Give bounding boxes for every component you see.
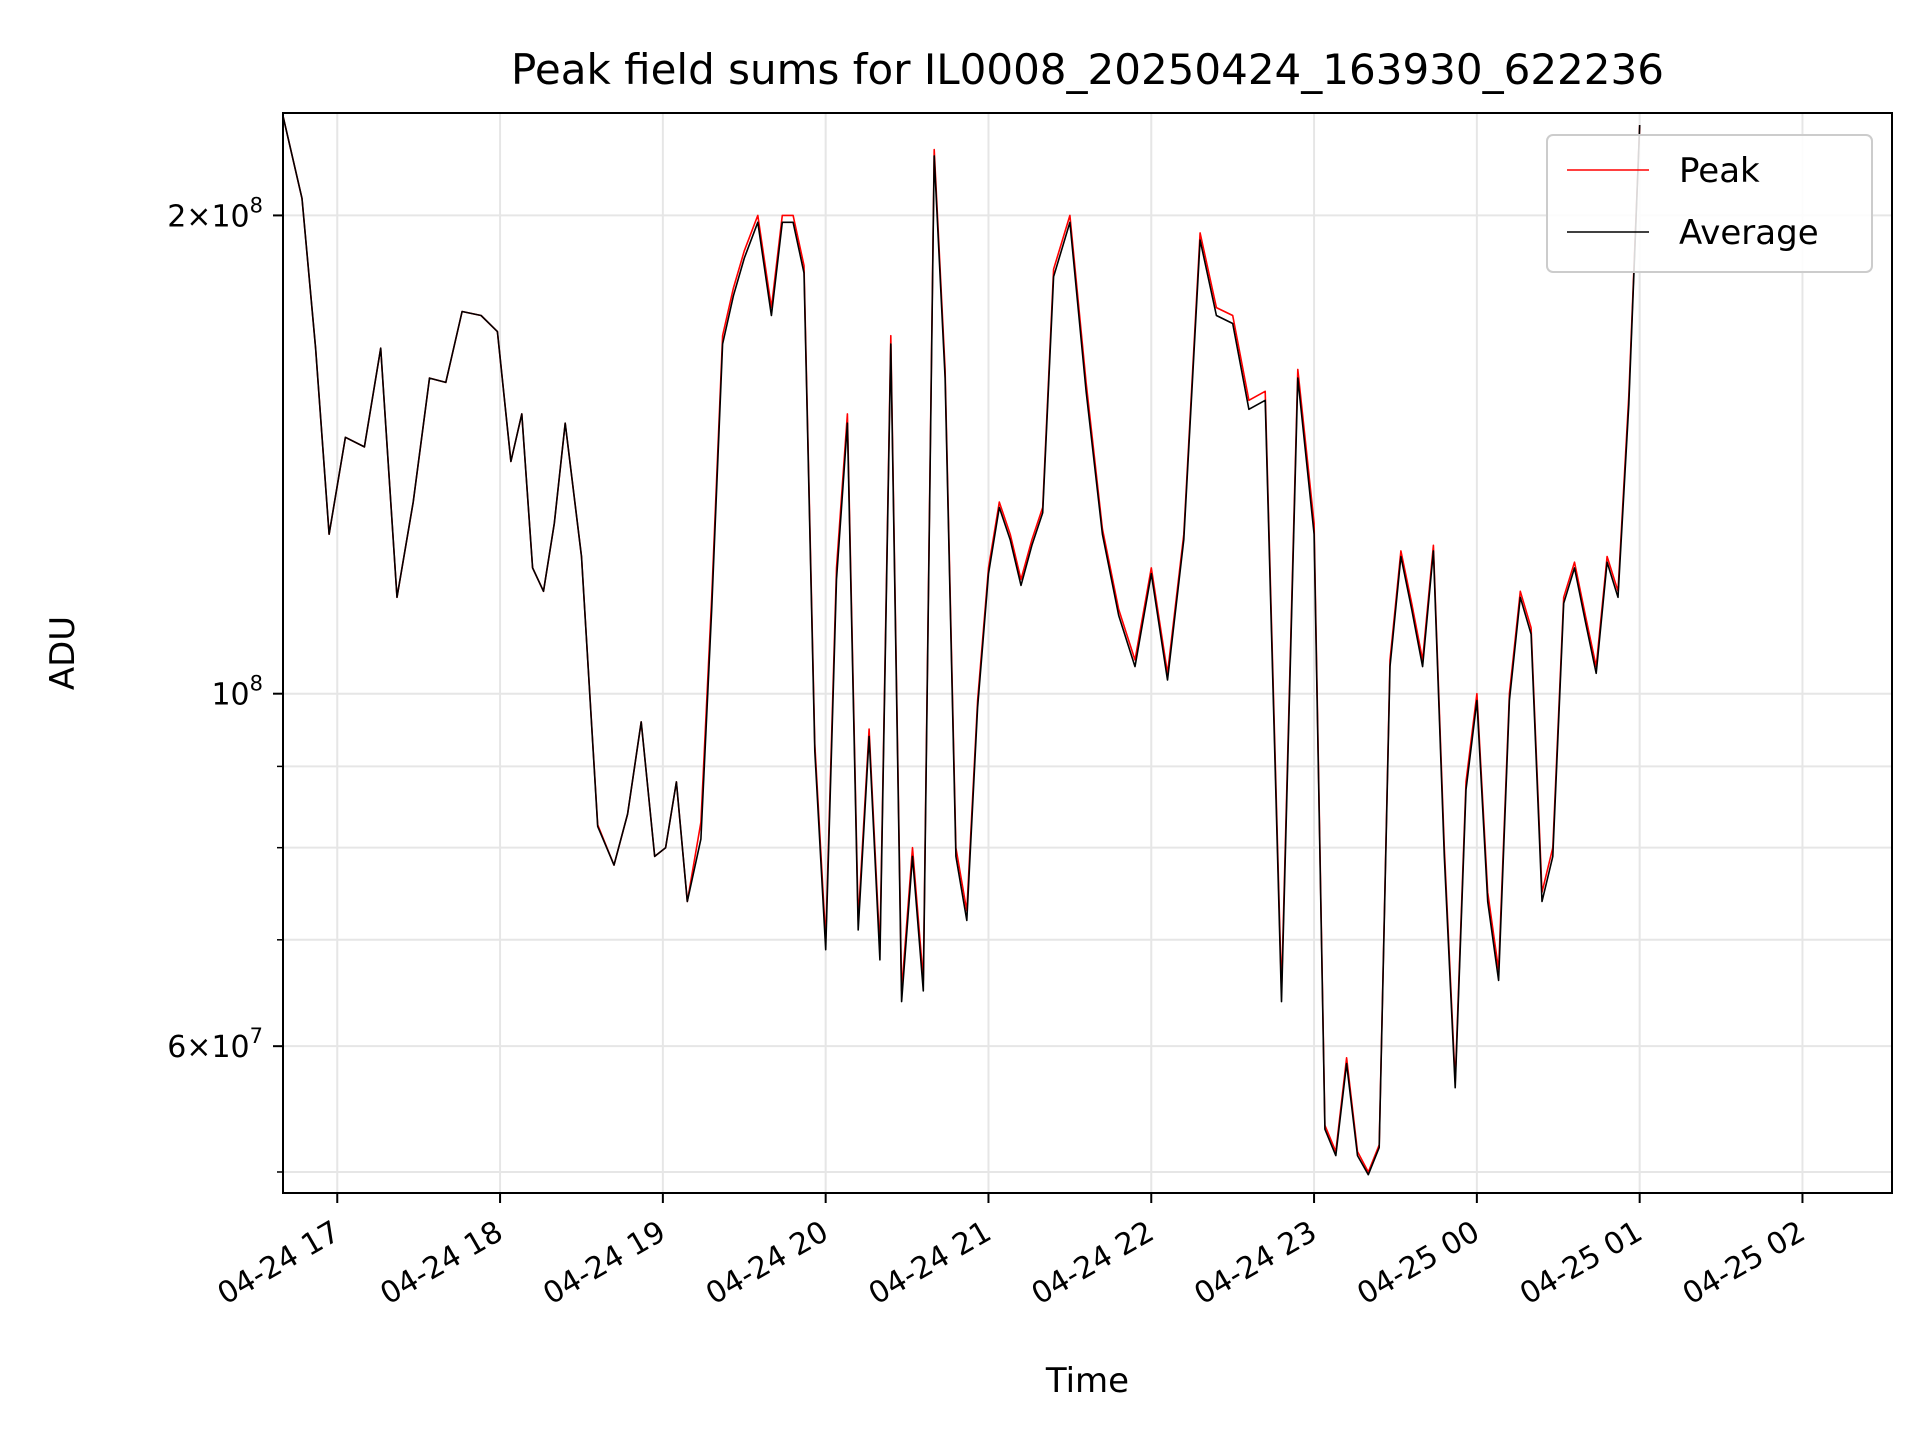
plot-area-frame <box>282 112 1893 1194</box>
y-tick-base: 10 <box>211 199 249 234</box>
y-axis-title: ADU <box>43 616 83 690</box>
y-tick-label: 6×107 <box>167 1024 263 1065</box>
y-tick-exponent: 7 <box>250 1024 263 1048</box>
y-tick-base: 10 <box>211 678 249 713</box>
y-tick-times: × <box>186 199 211 234</box>
y-tick-label: 108 <box>211 672 263 713</box>
y-tick-exponent: 8 <box>250 672 263 696</box>
y-tick-base: 10 <box>211 1030 249 1065</box>
y-tick-label: 2×108 <box>167 193 263 234</box>
y-tick-mantissa: 2 <box>167 199 186 234</box>
chart-title: Peak field sums for IL0008_20250424_1639… <box>511 45 1664 94</box>
series-line-average <box>282 115 1641 1176</box>
y-tick-exponent: 8 <box>250 193 263 217</box>
legend-label-peak: Peak <box>1679 151 1760 191</box>
x-axis-title: Time <box>1045 1361 1129 1401</box>
y-tick-times: × <box>186 1030 211 1065</box>
legend: Peak Average <box>1546 134 1873 273</box>
legend-label-average: Average <box>1679 213 1819 253</box>
data-lines <box>282 115 1641 1176</box>
y-tick-mantissa: 6 <box>167 1030 186 1065</box>
